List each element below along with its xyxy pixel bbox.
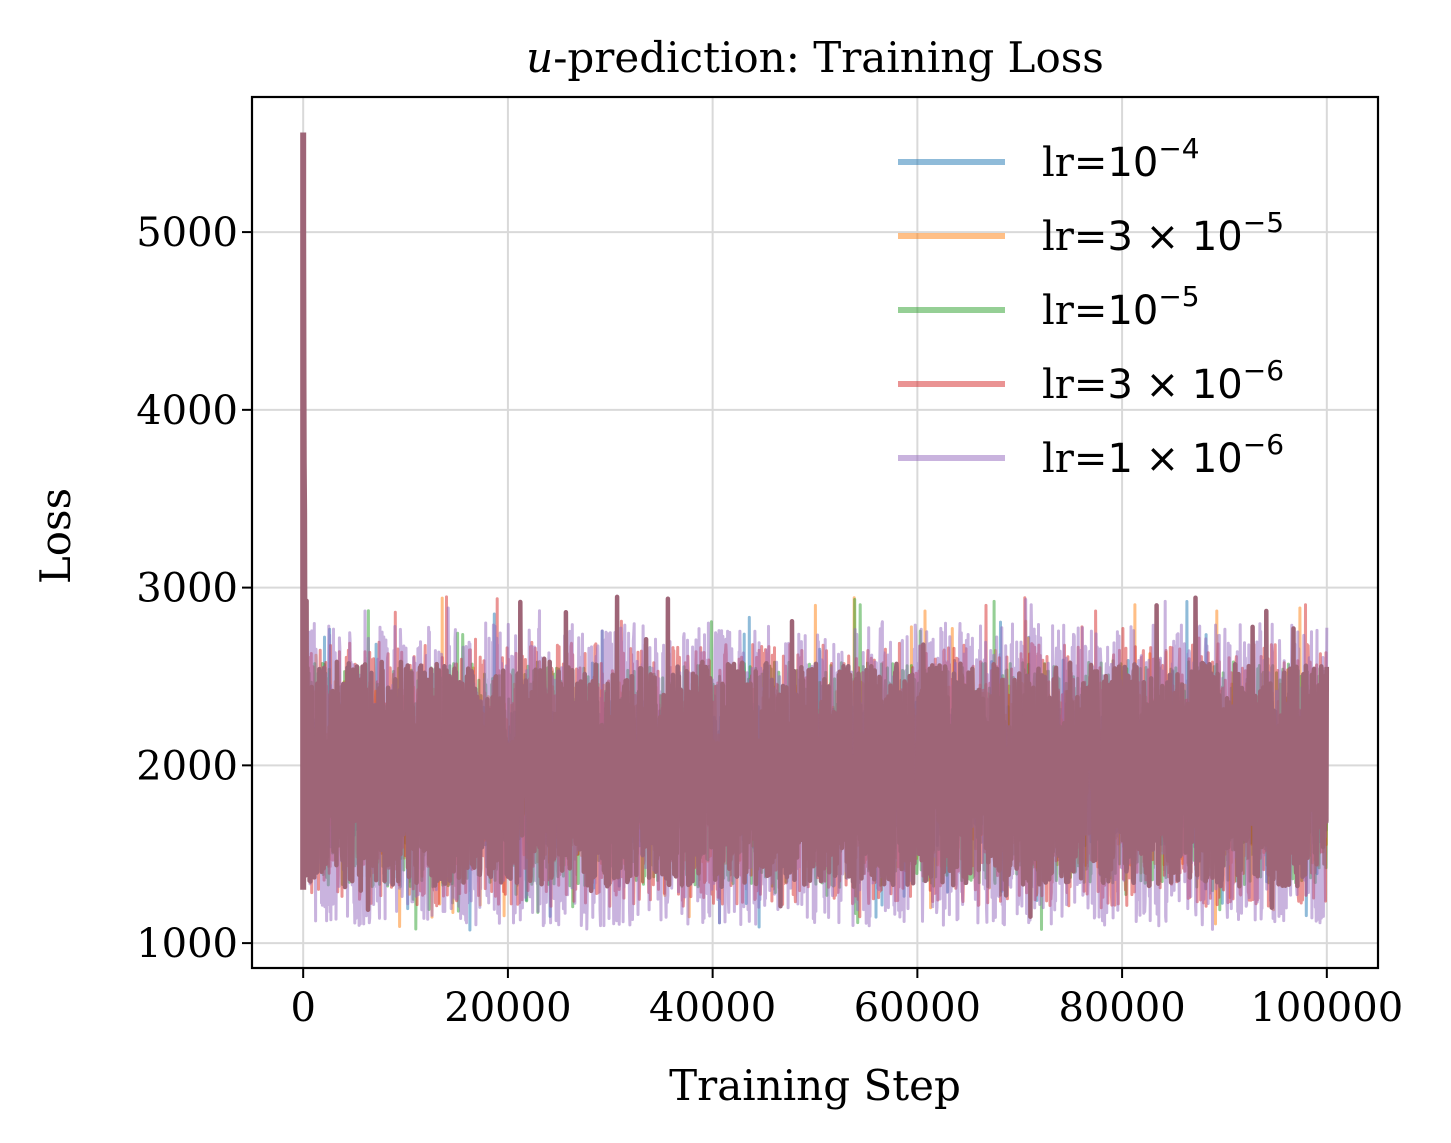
- y-tick-label: 4000: [136, 388, 238, 434]
- chart-title: u-prediction: Training Loss: [526, 33, 1104, 82]
- legend-label-1: lr=3 × 10−5: [1042, 206, 1284, 260]
- y-axis-ticks: 1000 2000 3000 4000 5000: [136, 210, 252, 967]
- x-tick-label: 60000: [854, 985, 981, 1031]
- grid-lines: [252, 97, 1378, 968]
- y-tick-label: 3000: [136, 566, 238, 612]
- y-axis-label: Loss: [31, 488, 80, 584]
- x-axis-label: Training Step: [669, 1061, 961, 1110]
- y-tick-label: 2000: [136, 743, 238, 789]
- y-tick-label: 5000: [136, 210, 238, 256]
- x-tick-label: 20000: [444, 985, 571, 1031]
- x-tick-label: 40000: [649, 985, 776, 1031]
- legend-label-2: lr=10−5: [1042, 280, 1200, 334]
- x-tick-label: 0: [290, 985, 315, 1031]
- axes-frame: [250, 95, 1380, 970]
- y-tick-label: 1000: [136, 921, 238, 967]
- legend: lr=10−4 lr=3 × 10−5 lr=10−5 lr=3 × 10−6 lr=1…: [898, 132, 1284, 482]
- legend-label-3: lr=3 × 10−6: [1042, 354, 1284, 408]
- legend-label-4: lr=1 × 10−6: [1042, 428, 1284, 482]
- x-tick-label: 100000: [1250, 985, 1403, 1031]
- plot-area: [300, 132, 1330, 932]
- series-overlap-line: [300, 132, 1330, 919]
- x-axis-ticks: 0 20000 40000 60000 80000 100000: [290, 968, 1403, 1031]
- legend-label-0: lr=10−4: [1042, 132, 1200, 186]
- x-tick-label: 80000: [1058, 985, 1185, 1031]
